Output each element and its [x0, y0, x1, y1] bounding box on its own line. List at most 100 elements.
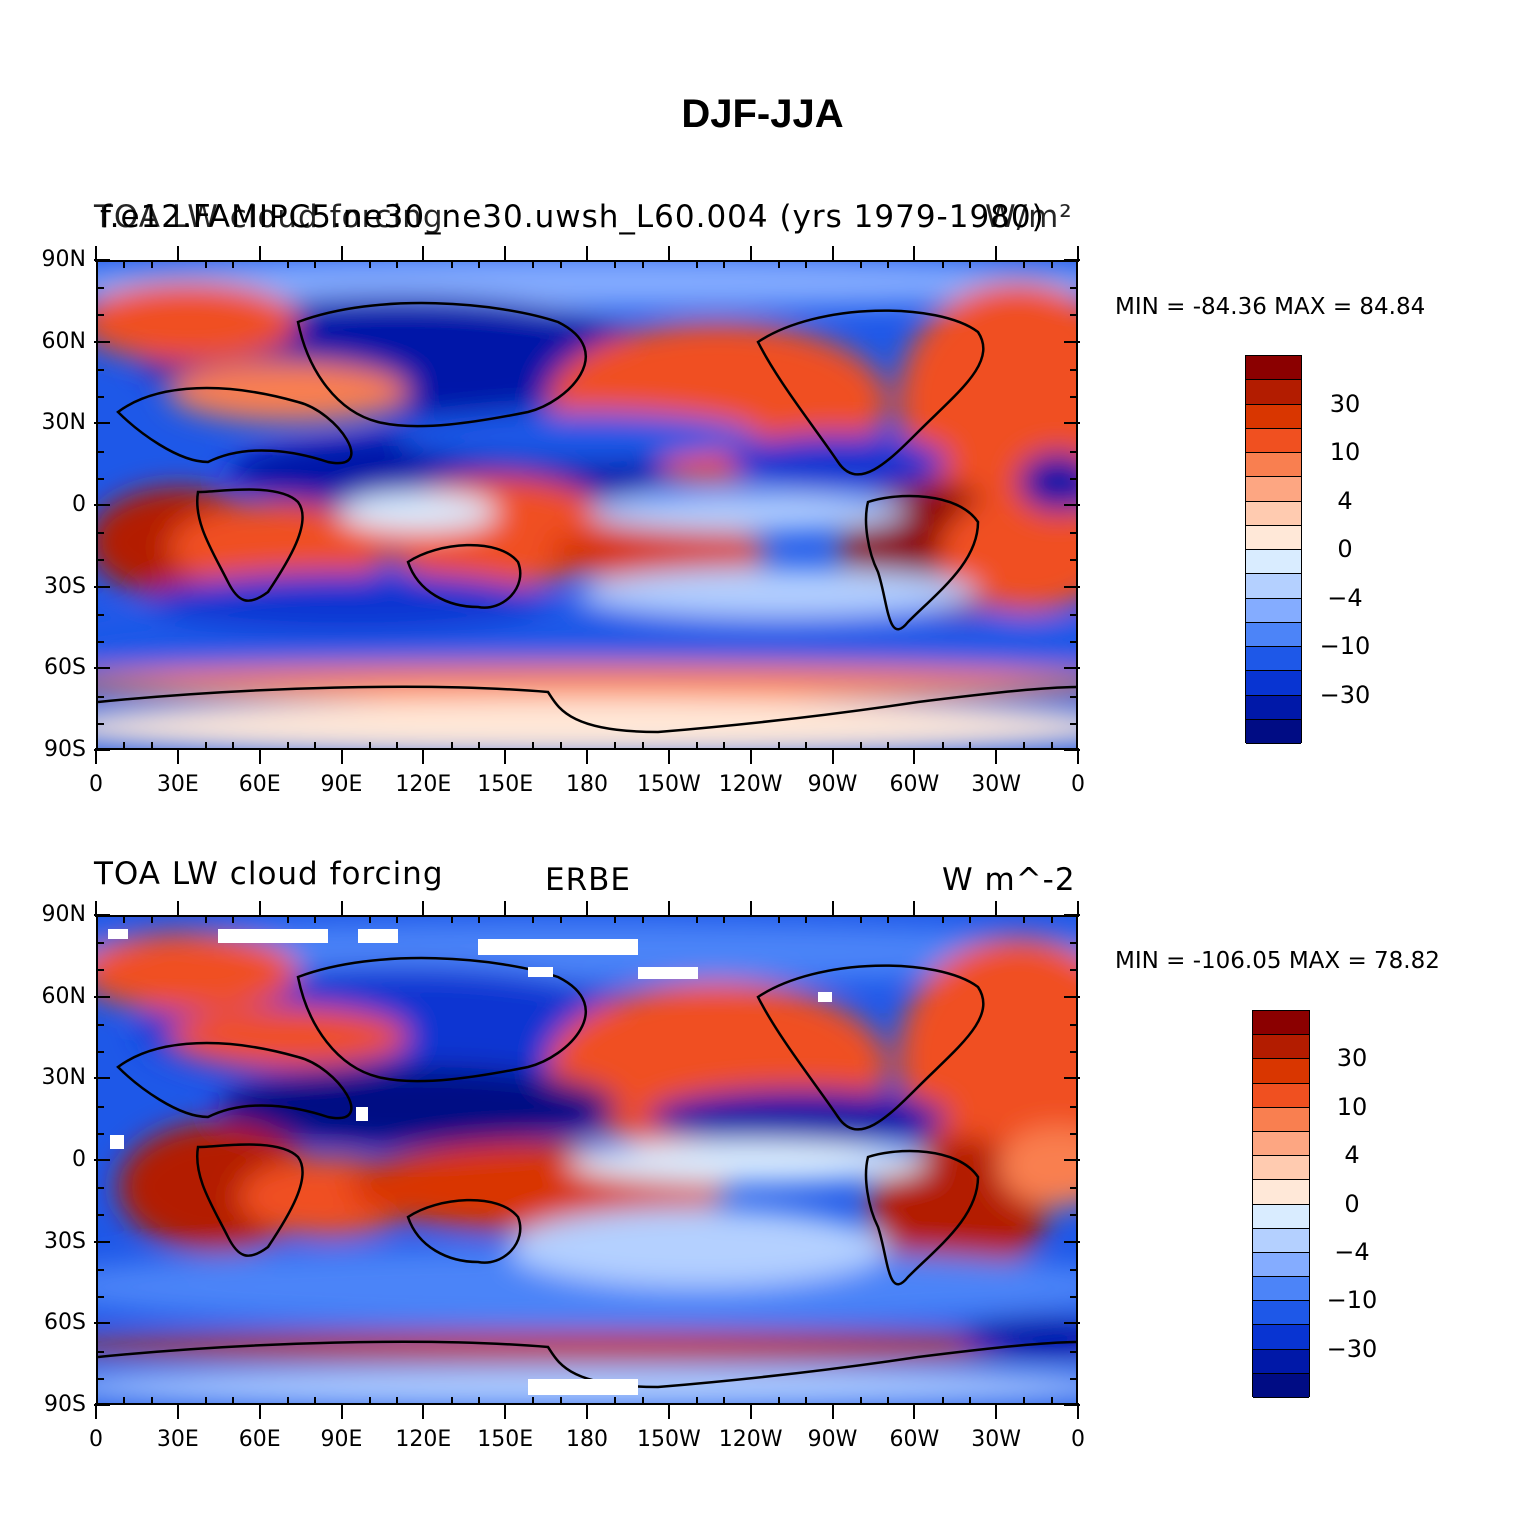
field-patch [98, 262, 1076, 308]
lat-tick [94, 1159, 110, 1161]
lon-minor-tick [968, 915, 971, 923]
lat-minor-tick [1070, 477, 1078, 480]
lat-minor-tick [96, 1268, 104, 1271]
colorbar-swatch [1253, 1156, 1309, 1181]
lat-minor-tick [96, 1214, 104, 1217]
lon-minor-tick [532, 1397, 535, 1405]
lon-tick [176, 1403, 179, 1419]
lon-label: 0 [1071, 1427, 1085, 1452]
lon-tick [95, 901, 97, 917]
lon-minor-tick [777, 1397, 780, 1405]
colorbar-swatch [1253, 1228, 1309, 1253]
colorbar-swatch [1246, 404, 1301, 429]
lat-tick [94, 259, 110, 261]
lon-label: 0 [89, 772, 103, 797]
lon-minor-tick [968, 742, 971, 750]
field-patch [958, 1317, 1076, 1357]
coastline [296, 956, 587, 1083]
lon-minor-tick [805, 742, 808, 750]
lon-minor-tick [314, 1397, 317, 1405]
lon-tick [176, 901, 179, 917]
lon-minor-tick [368, 915, 371, 923]
lon-tick [913, 901, 916, 917]
coastline [864, 494, 980, 631]
lat-minor-tick [1070, 613, 1078, 616]
lat-tick [1064, 1322, 1080, 1325]
coastline [116, 386, 353, 465]
lon-minor-tick [477, 915, 480, 923]
lat-tick [94, 749, 110, 751]
lat-tick [1064, 422, 1080, 425]
lat-label: 60N [41, 328, 86, 354]
lon-minor-tick [286, 1397, 289, 1405]
lon-tick [586, 246, 588, 262]
field-patch [168, 362, 408, 422]
lon-minor-tick [696, 1397, 699, 1405]
colorbar-swatch [1246, 380, 1301, 405]
lat-minor-tick [1070, 641, 1078, 644]
colorbar-swatch [1253, 1373, 1309, 1398]
lat-minor-tick [96, 1051, 104, 1054]
lon-tick [258, 1403, 261, 1419]
lat-tick [1064, 1077, 1080, 1080]
map-field [98, 262, 1076, 748]
missing-data-patch [358, 929, 398, 943]
lon-tick [176, 748, 179, 764]
lon-tick [422, 901, 425, 917]
lat-tick [94, 1077, 110, 1080]
colorbar-label: 10 [1329, 438, 1361, 466]
lat-tick [1064, 504, 1080, 506]
lon-tick [340, 246, 343, 262]
lon-minor-tick [532, 742, 535, 750]
lon-minor-tick [232, 1397, 235, 1405]
colorbar-swatch [1246, 671, 1301, 696]
lon-label: 90W [807, 772, 858, 797]
lon-minor-tick [559, 1397, 562, 1405]
field-patch [98, 664, 1076, 700]
lon-tick [422, 748, 425, 764]
lat-minor-tick [96, 1187, 104, 1190]
lon-minor-tick [859, 915, 862, 923]
field-patch [588, 492, 908, 532]
lat-minor-tick [1070, 314, 1078, 317]
lon-minor-tick [941, 915, 944, 923]
panel2-colorbar [1252, 1010, 1310, 1398]
lat-tick [1064, 585, 1080, 588]
lon-tick [258, 246, 261, 262]
lon-minor-tick [696, 915, 699, 923]
lon-minor-tick [232, 915, 235, 923]
coastline [296, 301, 587, 428]
lon-tick [831, 1403, 834, 1419]
field-patch [548, 522, 768, 582]
lat-minor-tick [96, 532, 104, 535]
panel2-title-center: ERBE [545, 862, 631, 898]
lon-tick [1077, 1403, 1079, 1419]
lon-tick [749, 748, 752, 764]
lon-tick [586, 748, 588, 764]
lon-minor-tick [941, 260, 944, 268]
lat-minor-tick [1070, 532, 1078, 535]
lon-minor-tick [559, 260, 562, 268]
lat-tick [94, 995, 110, 998]
lon-tick [667, 246, 670, 262]
lon-tick [422, 1403, 425, 1419]
lon-tick [504, 748, 507, 764]
lon-minor-tick [123, 742, 126, 750]
lat-label: 30S [44, 573, 86, 599]
lat-label: 90S [44, 1392, 86, 1417]
lon-minor-tick [614, 915, 617, 923]
lon-tick [667, 748, 670, 764]
lon-tick [749, 901, 752, 917]
colorbar-label: 30 [1336, 1044, 1368, 1073]
lon-minor-tick [396, 1397, 399, 1405]
field-patch [98, 932, 298, 1012]
colorbar-swatch [1253, 1277, 1309, 1302]
lon-label: 180 [566, 1427, 608, 1452]
lat-tick [94, 585, 110, 588]
lon-minor-tick [641, 260, 644, 268]
lon-tick [258, 901, 261, 917]
lon-minor-tick [887, 1397, 890, 1405]
field-patch [648, 1089, 948, 1145]
missing-data-patch [818, 992, 832, 1002]
lat-tick [1064, 1404, 1080, 1406]
